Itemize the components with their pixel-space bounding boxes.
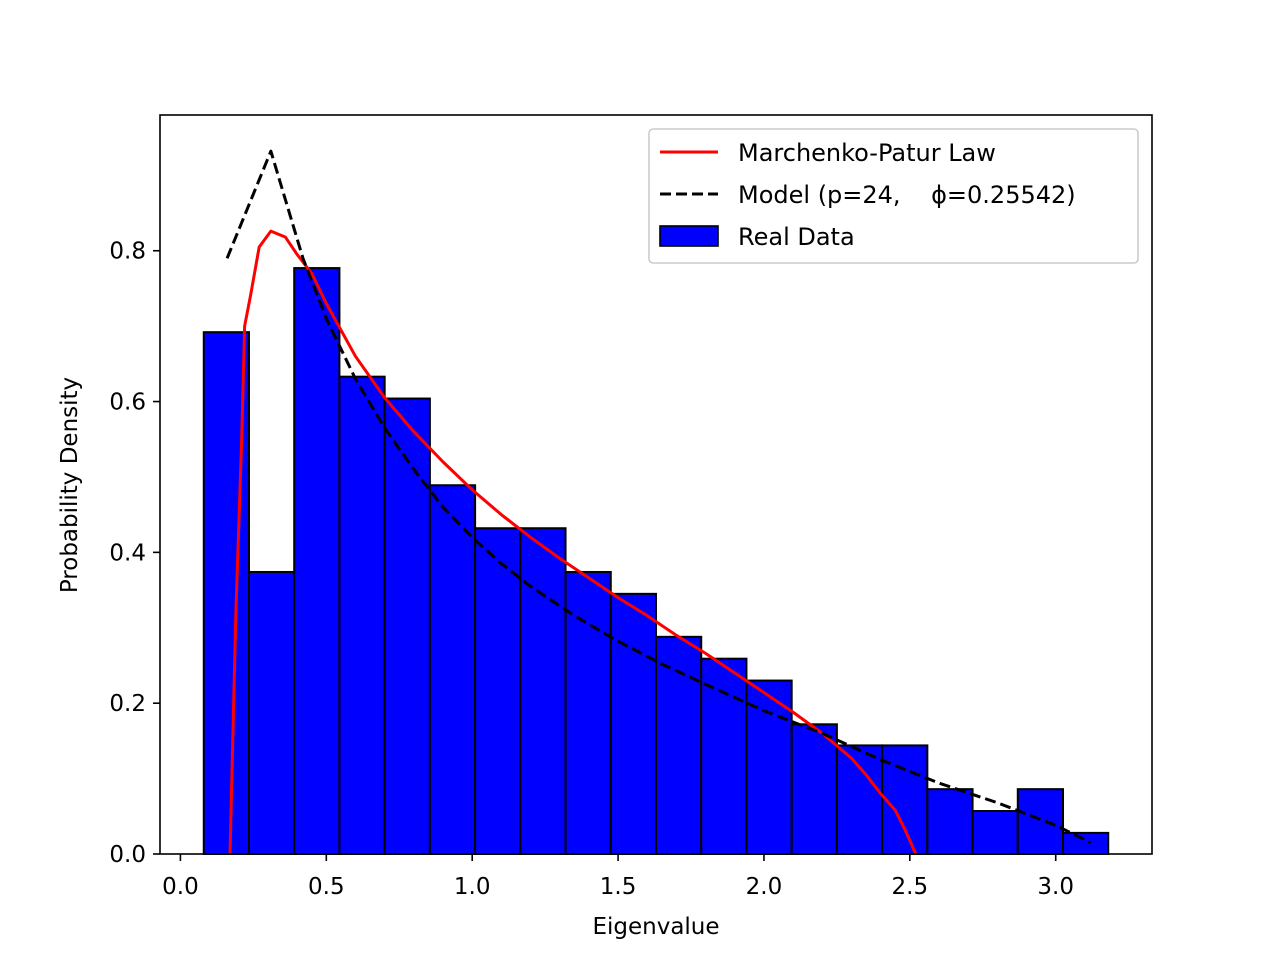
marchenko-pastur-line [228, 229, 918, 855]
histogram-bar [609, 592, 658, 856]
x-tick-label: 2.0 [746, 874, 783, 900]
y-tick-label: 0.2 [109, 691, 146, 717]
series-lines [225, 149, 1092, 855]
legend-label-marchenko: Marchenko-Patur Law [738, 139, 996, 167]
x-tick-label: 0.5 [308, 874, 345, 900]
histogram-bar [700, 657, 748, 856]
y-tick-label: 0.0 [109, 842, 146, 868]
legend-label-model: Model (p=24, ϕ=0.25542) [738, 181, 1076, 209]
legend-marker-real-data [659, 225, 719, 247]
histogram-bar [383, 397, 431, 855]
model-line [225, 149, 1092, 845]
histogram-bar [338, 375, 386, 855]
y-axis-label: Probability Density [57, 377, 83, 593]
x-axis-label: Eigenvalue [592, 914, 719, 940]
histogram-bar [519, 527, 567, 856]
x-tick-label: 2.5 [892, 874, 929, 900]
x-tick-label: 0.0 [162, 874, 199, 900]
y-axis: 0.0 0.2 0.4 0.6 0.8 [109, 239, 160, 868]
legend-label-real-data: Real Data [738, 223, 855, 251]
legend: Marchenko-Patur Law Model (p=24, ϕ=0.255… [648, 128, 1139, 264]
histogram-bar [247, 570, 296, 855]
histogram-bar [926, 788, 974, 856]
x-axis: 0.0 0.5 1.0 1.5 2.0 2.5 3.0 [162, 854, 1074, 900]
histogram-bar [1016, 788, 1065, 856]
histogram-bar [745, 679, 793, 855]
histogram-bar [1062, 831, 1110, 856]
x-tick-label: 1.5 [600, 874, 637, 900]
histogram-bar [474, 527, 522, 856]
y-tick-label: 0.8 [109, 239, 146, 265]
histogram-bar [971, 810, 1019, 855]
x-tick-label: 3.0 [1037, 874, 1074, 900]
histogram-bar [655, 635, 703, 855]
histogram-bar [835, 744, 884, 855]
plot-frame [159, 114, 1153, 855]
y-tick-label: 0.4 [109, 540, 146, 566]
x-tick-label: 1.0 [454, 874, 491, 900]
histogram-bar [564, 570, 612, 855]
legend-box [648, 128, 1139, 264]
y-tick-label: 0.6 [109, 390, 146, 416]
histogram-bar [790, 723, 838, 856]
histogram-bar [428, 484, 477, 855]
histogram-bar [293, 267, 341, 856]
